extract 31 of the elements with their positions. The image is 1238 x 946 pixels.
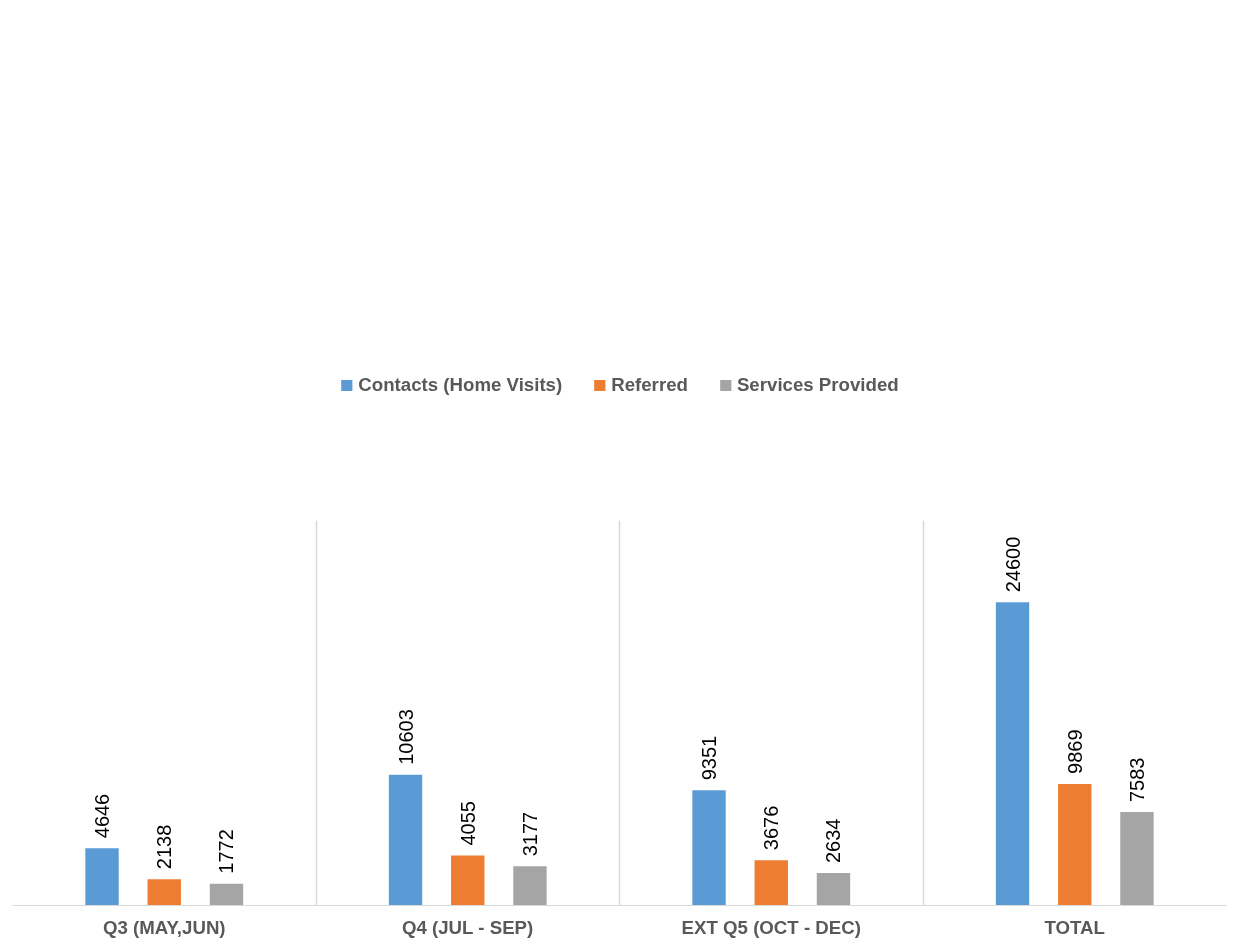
- data-label: 9351: [698, 735, 721, 781]
- data-label: 9869: [1063, 729, 1086, 774]
- data-label: 7583: [1125, 757, 1148, 803]
- data-label: 4055: [456, 801, 479, 846]
- data-label: 4646: [91, 793, 114, 839]
- x-tick-label: EXT Q5 (OCT - DEC): [681, 916, 861, 938]
- bar: [754, 860, 788, 906]
- bar: [1058, 783, 1092, 906]
- legend-label: Contacts (Home Visits): [358, 373, 563, 396]
- bar: [1120, 812, 1154, 906]
- bar: [85, 848, 119, 906]
- data-label: 10603: [394, 709, 417, 765]
- bar: [692, 790, 726, 906]
- x-tick-label: Q3 (MAY,JUN): [102, 916, 226, 938]
- data-label: 2138: [153, 824, 176, 870]
- data-label: 1772: [215, 829, 238, 874]
- x-tick-label: Q4 (JUL - SEP): [401, 916, 534, 938]
- data-label: 3177: [518, 811, 541, 857]
- x-tick-label: TOTAL: [1044, 916, 1105, 938]
- bar: [147, 879, 181, 906]
- legend-label: Referred: [611, 373, 688, 396]
- data-label: 3676: [760, 805, 783, 851]
- bar: [388, 774, 423, 906]
- bar: [513, 866, 547, 906]
- bar: [995, 602, 1030, 906]
- bar: [451, 855, 485, 906]
- bar: [209, 883, 244, 906]
- bar: [816, 873, 851, 906]
- data-label: 24600: [1001, 536, 1024, 593]
- legend-label: Services Provided: [736, 373, 899, 396]
- data-label: 2634: [822, 818, 845, 864]
